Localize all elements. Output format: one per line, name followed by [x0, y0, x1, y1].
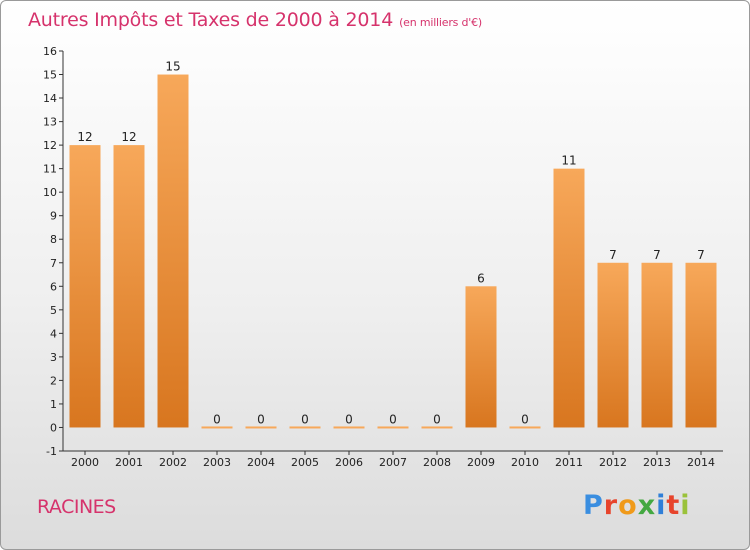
data-label: 7: [697, 248, 705, 262]
x-tick-label: 2001: [115, 456, 143, 469]
x-tick-label: 2012: [599, 456, 627, 469]
x-tick-label: 2005: [291, 456, 319, 469]
chart-title-text: Autres Impôts et Taxes de 2000 à 2014: [28, 9, 394, 31]
x-tick-label: 2006: [335, 456, 363, 469]
x-tick-label: 2003: [203, 456, 231, 469]
chart-subtitle: (en milliers d'€): [399, 16, 482, 29]
y-tick-label: 12: [43, 139, 57, 152]
y-tick-label: 3: [50, 351, 57, 364]
chart-title: Autres Impôts et Taxes de 2000 à 2014 (en…: [28, 9, 482, 31]
data-label: 12: [77, 130, 92, 144]
y-tick-label: 5: [50, 304, 57, 317]
y-tick-label: 0: [50, 421, 57, 434]
logo-letter: P: [583, 490, 604, 521]
logo-letter: x: [637, 490, 657, 521]
data-label: 0: [257, 412, 265, 426]
bar: [553, 168, 585, 428]
data-label: 7: [653, 248, 661, 262]
bar: [113, 145, 145, 428]
data-label: 15: [165, 60, 180, 74]
bar: [597, 262, 629, 428]
logo-letter: i: [656, 490, 667, 521]
y-tick-label: 6: [50, 280, 57, 293]
logo-letter: r: [603, 490, 619, 521]
bar: [509, 426, 541, 429]
x-tick-label: 2002: [159, 456, 187, 469]
x-tick-label: 2011: [555, 456, 583, 469]
x-tick-label: 2007: [379, 456, 407, 469]
y-tick-label: 7: [50, 257, 57, 270]
data-label: 7: [609, 248, 617, 262]
bar: [245, 426, 277, 429]
bar: [641, 262, 673, 428]
bar: [465, 286, 497, 428]
x-tick-label: 2014: [687, 456, 715, 469]
data-label: 11: [561, 154, 576, 168]
x-tick-label: 2008: [423, 456, 451, 469]
bar: [421, 426, 453, 429]
logo-letter: i: [680, 490, 691, 521]
data-label: 0: [433, 412, 441, 426]
bar: [201, 426, 233, 429]
y-tick-label: 13: [43, 116, 57, 129]
y-tick-label: 14: [43, 92, 57, 105]
data-label: 0: [213, 412, 221, 426]
x-tick-label: 2004: [247, 456, 275, 469]
proxiti-logo: Proxiti: [583, 490, 691, 521]
bar: [69, 145, 101, 428]
y-tick-label: 8: [50, 233, 57, 246]
bar: [333, 426, 365, 429]
logo-letter: o: [618, 490, 638, 521]
data-label: 0: [301, 412, 309, 426]
data-label: 6: [477, 271, 485, 285]
y-tick-label: 2: [50, 374, 57, 387]
data-label: 0: [521, 412, 529, 426]
y-tick-label: 9: [50, 210, 57, 223]
data-label: 0: [345, 412, 353, 426]
bar: [685, 262, 717, 428]
x-tick-label: 2010: [511, 456, 539, 469]
logo-letter: t: [666, 490, 681, 521]
data-label: 12: [121, 130, 136, 144]
y-tick-label: 4: [50, 327, 57, 340]
y-tick-label: 15: [43, 69, 57, 82]
data-label: 0: [389, 412, 397, 426]
x-tick-label: 2013: [643, 456, 671, 469]
bar: [289, 426, 321, 429]
y-tick-label: -1: [46, 445, 57, 458]
location-name: RACINES: [37, 496, 116, 518]
y-tick-label: 1: [50, 398, 57, 411]
bar: [377, 426, 409, 429]
y-tick-label: 10: [43, 186, 57, 199]
y-tick-label: 11: [43, 163, 57, 176]
x-tick-label: 2000: [71, 456, 99, 469]
x-tick-label: 2009: [467, 456, 495, 469]
bar: [157, 74, 189, 428]
y-tick-label: 16: [43, 45, 57, 58]
